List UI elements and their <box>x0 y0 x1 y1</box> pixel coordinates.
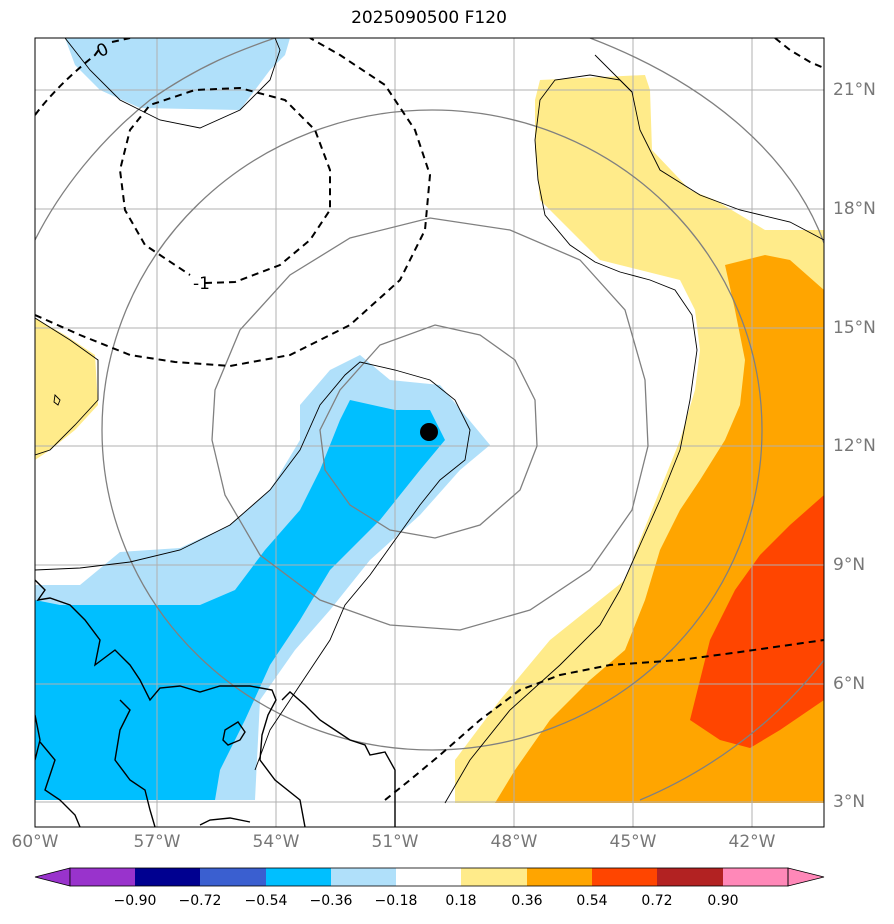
colorbar-swatch-neutral <box>396 868 461 886</box>
colorbar-swatch-090-072 <box>135 868 200 886</box>
colorbar-tick: −0.18 <box>374 893 418 909</box>
colorbar-swatch-054-072 <box>592 868 657 886</box>
lat-tick-21n: 21°N <box>833 80 876 100</box>
colorbar-tick: −0.54 <box>244 893 288 909</box>
map-area: 0 -1 <box>35 38 824 827</box>
lat-tick-18n: 18°N <box>833 199 876 219</box>
gray-contours <box>35 38 824 801</box>
lon-tick-54w: 54°W <box>252 832 300 852</box>
lat-tick-3n: 3°N <box>833 792 866 812</box>
colorbar-tick: 0.18 <box>445 893 477 909</box>
colorbar-swatch-lt-090 <box>70 868 135 886</box>
colorbar-swatch-gt-090 <box>723 868 788 886</box>
contour-label-neg1: -1 <box>193 274 210 294</box>
lat-tick-6n: 6°N <box>833 674 866 694</box>
colorbar <box>34 867 825 887</box>
dashed-contours <box>35 38 824 801</box>
lat-tick-15n: 15°N <box>833 318 876 338</box>
colorbar-swatch-072-054 <box>200 868 266 886</box>
colorbar-tick: −0.90 <box>113 893 157 909</box>
lat-tick-9n: 9°N <box>833 555 866 575</box>
lon-tick-42w: 42°W <box>728 832 776 852</box>
colorbar-extend-low <box>34 867 71 887</box>
colorbar-swatch-072-090 <box>657 868 723 886</box>
lat-tick-12n: 12°N <box>833 436 876 456</box>
graticule <box>35 38 824 827</box>
map-frame <box>34 37 825 828</box>
lon-tick-57w: 57°W <box>133 832 181 852</box>
storm-center-marker <box>420 423 438 441</box>
colorbar-tick: −0.36 <box>309 893 353 909</box>
colorbar-frame <box>69 867 789 887</box>
colorbar-swatch-054-036 <box>266 868 331 886</box>
lon-tick-48w: 48°W <box>490 832 538 852</box>
lon-tick-45w: 45°W <box>609 832 657 852</box>
colorbar-tick: 0.72 <box>641 893 673 909</box>
colorbar-swatch-036-054 <box>527 868 592 886</box>
colorbar-tick: −0.72 <box>178 893 222 909</box>
colorbar-tick: 0.54 <box>576 893 608 909</box>
colorbar-tick: 0.36 <box>511 893 543 909</box>
lon-tick-60w: 60°W <box>11 832 59 852</box>
shading-deep-blue <box>35 400 445 800</box>
map-title: 2025090500 F120 <box>351 8 507 28</box>
colorbar-swatch-036-018 <box>331 868 396 886</box>
shading-yellow-west <box>35 318 98 460</box>
colorbar-extend-high <box>787 867 825 887</box>
shading-red-orange <box>690 495 824 748</box>
lon-tick-51w: 51°W <box>371 832 419 852</box>
coastline <box>35 579 396 827</box>
colorbar-swatch-018-036 <box>461 868 527 886</box>
shading-light-blue-north <box>65 38 290 110</box>
colorbar-tick: 0.90 <box>707 893 739 909</box>
thin-black-contours <box>35 38 824 804</box>
